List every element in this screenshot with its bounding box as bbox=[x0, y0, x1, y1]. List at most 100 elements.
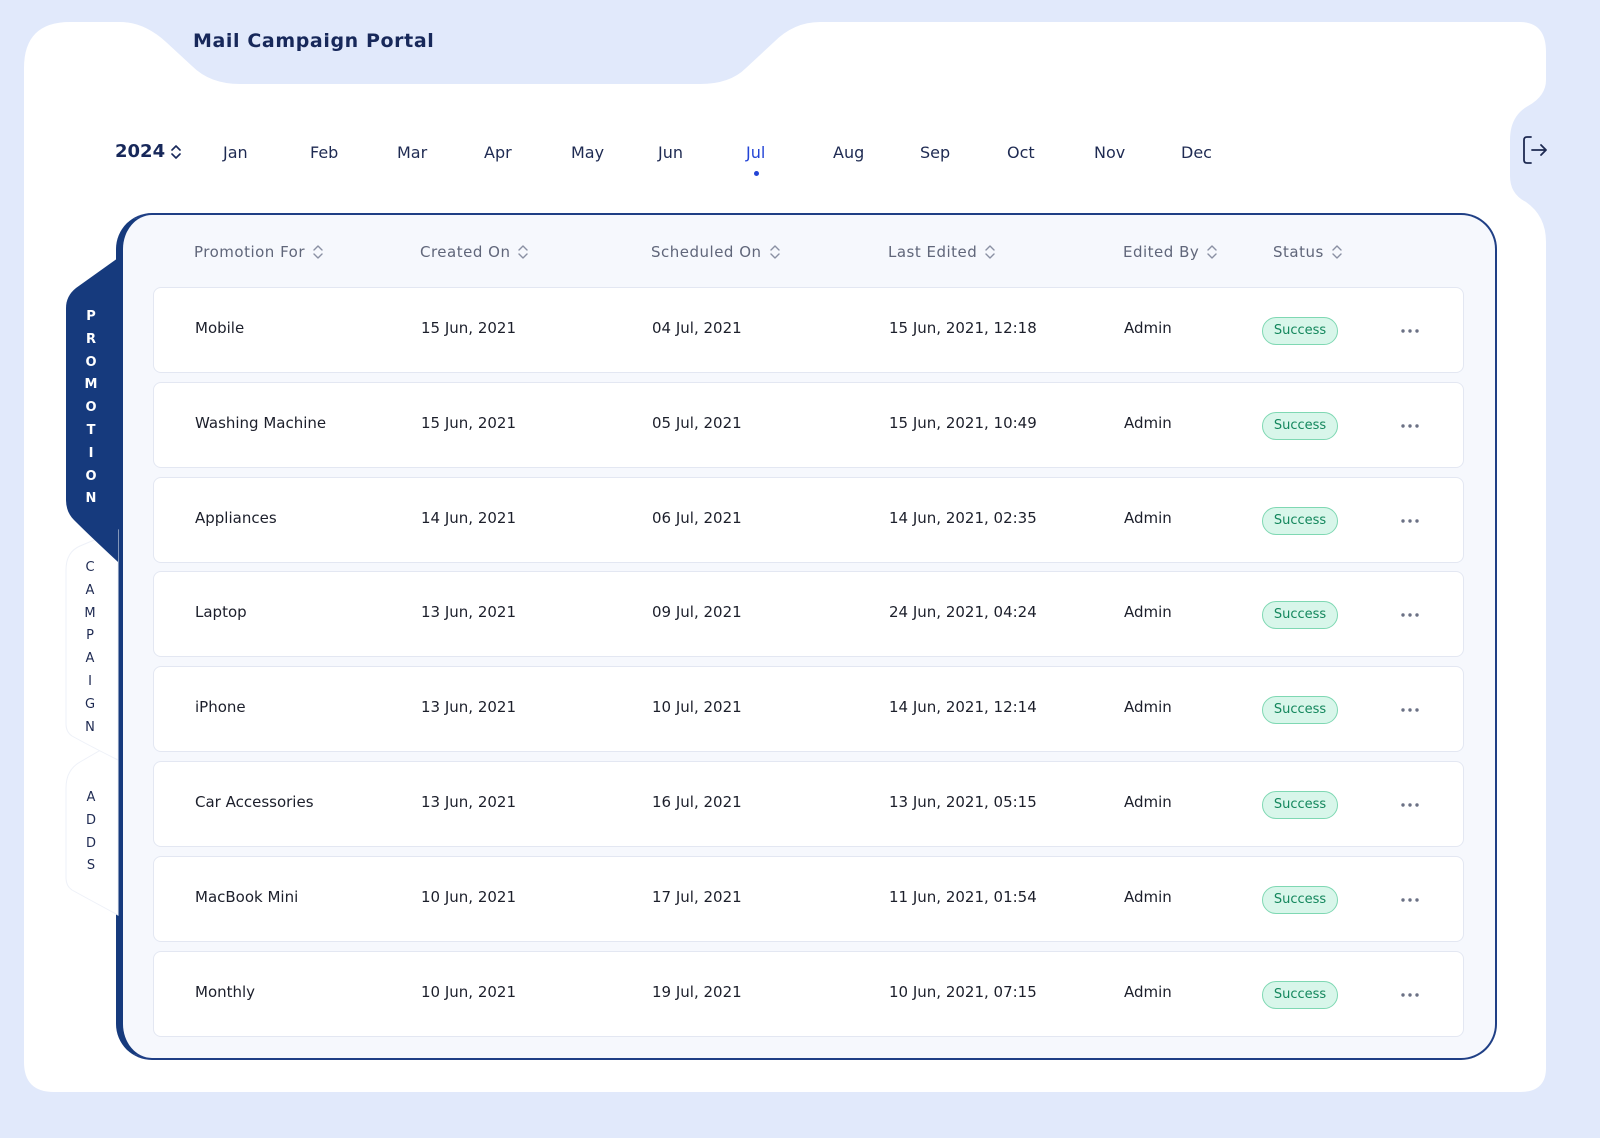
cell-edited-by: Admin bbox=[1124, 982, 1172, 1001]
cell-edited-by: Admin bbox=[1124, 508, 1172, 527]
cell-scheduled-on: 19 Jul, 2021 bbox=[652, 982, 742, 1001]
table-row[interactable]: Monthly 10 Jun, 2021 19 Jul, 2021 10 Jun, 2… bbox=[153, 950, 1464, 1037]
month-may[interactable]: May bbox=[571, 143, 604, 162]
row-actions-button[interactable] bbox=[1392, 696, 1428, 724]
tab-letter: O bbox=[85, 400, 97, 416]
more-horizontal-icon bbox=[1401, 424, 1419, 428]
tab-letter: I bbox=[88, 445, 94, 461]
tab-letter: M bbox=[84, 377, 98, 393]
cell-scheduled-on: 09 Jul, 2021 bbox=[652, 603, 742, 622]
cell-created-on: 14 Jun, 2021 bbox=[421, 508, 517, 527]
sort-icon bbox=[985, 245, 996, 259]
row-actions-button[interactable] bbox=[1392, 601, 1428, 629]
column-header-label: Created On bbox=[420, 243, 511, 261]
tab-letter: S bbox=[86, 858, 96, 874]
more-horizontal-icon bbox=[1401, 898, 1419, 902]
tab-letter: O bbox=[85, 354, 97, 370]
month-label: Jun bbox=[658, 143, 683, 162]
month-label: Feb bbox=[310, 143, 339, 162]
month-feb[interactable]: Feb bbox=[310, 143, 338, 162]
table-row[interactable]: Laptop 13 Jun, 2021 09 Jul, 2021 24 Jun, 20… bbox=[153, 571, 1464, 658]
cell-edited-by: Admin bbox=[1124, 603, 1172, 622]
status-badge: Success bbox=[1262, 885, 1338, 914]
row-actions-button[interactable] bbox=[1392, 981, 1428, 1009]
column-header-label: Promotion For bbox=[194, 243, 306, 261]
column-header-label: Status bbox=[1273, 243, 1324, 261]
month-jan[interactable]: Jan bbox=[223, 143, 248, 162]
column-header-label: Scheduled On bbox=[651, 243, 762, 261]
column-header-last-edited[interactable]: Last Edited bbox=[888, 243, 996, 261]
cell-edited-by: Admin bbox=[1124, 793, 1172, 811]
column-header-scheduled-on[interactable]: Scheduled On bbox=[651, 243, 780, 261]
cell-last-edited: 11 Jun, 2021, 01:54 bbox=[889, 887, 1037, 906]
month-mar[interactable]: Mar bbox=[397, 143, 427, 162]
table-row[interactable]: iPhone 13 Jun, 2021 10 Jul, 2021 14 Jun, 20… bbox=[153, 666, 1464, 753]
table-row[interactable]: Appliances 14 Jun, 2021 06 Jul, 2021 14 Jun… bbox=[153, 476, 1464, 563]
cell-last-edited: 14 Jun, 2021, 02:35 bbox=[889, 508, 1037, 527]
more-horizontal-icon bbox=[1401, 518, 1419, 523]
row-actions-button[interactable] bbox=[1392, 412, 1428, 440]
month-label: Aug bbox=[833, 143, 865, 162]
cell-promotion-for: MacBook Mini bbox=[195, 887, 299, 906]
status-badge: Success bbox=[1262, 506, 1338, 535]
month-label: Oct bbox=[1007, 143, 1035, 162]
tab-letter: D bbox=[85, 812, 96, 828]
month-jun[interactable]: Jun bbox=[658, 143, 683, 162]
table-row[interactable]: Car Accessories 13 Jun, 2021 16 Jul, 2021 1… bbox=[153, 761, 1464, 847]
cell-created-on: 13 Jun, 2021 bbox=[421, 698, 517, 717]
row-actions-button[interactable] bbox=[1392, 317, 1428, 345]
table-row[interactable]: MacBook Mini 10 Jun, 2021 17 Jul, 2021 11 J… bbox=[153, 855, 1464, 942]
status-badge: Success bbox=[1262, 980, 1338, 1009]
table-row[interactable]: Mobile 15 Jun, 2021 04 Jul, 2021 15 Jun, 20… bbox=[153, 287, 1464, 373]
active-month-indicator bbox=[753, 171, 759, 176]
row-actions-button[interactable] bbox=[1392, 886, 1428, 914]
tab-letter: A bbox=[85, 651, 95, 667]
tab-letter: C bbox=[85, 560, 95, 575]
column-header-promotion-for[interactable]: Promotion For bbox=[194, 243, 323, 261]
month-jul[interactable]: Jul bbox=[746, 143, 766, 176]
cell-created-on: 15 Jun, 2021 bbox=[421, 319, 517, 337]
more-horizontal-icon bbox=[1401, 992, 1419, 997]
cell-promotion-for: Laptop bbox=[195, 603, 247, 622]
table-row[interactable]: Washing Machine 15 Jun, 2021 05 Jul, 2021 1… bbox=[153, 381, 1464, 468]
tab-letter: D bbox=[85, 835, 96, 851]
cell-scheduled-on: 17 Jul, 2021 bbox=[652, 887, 742, 906]
tab-letter: G bbox=[84, 696, 96, 712]
cell-last-edited: 15 Jun, 2021, 10:49 bbox=[889, 413, 1037, 432]
column-header-status[interactable]: Status bbox=[1273, 243, 1342, 261]
year-select[interactable]: 2024 bbox=[115, 141, 181, 162]
month-label: Jul bbox=[746, 143, 766, 162]
row-actions-button[interactable] bbox=[1392, 791, 1428, 819]
month-sep[interactable]: Sep bbox=[920, 143, 950, 162]
column-header-edited-by[interactable]: Edited By bbox=[1123, 243, 1217, 261]
cell-edited-by: Admin bbox=[1124, 887, 1172, 906]
cell-scheduled-on: 06 Jul, 2021 bbox=[652, 508, 742, 527]
status-badge: Success bbox=[1262, 317, 1338, 345]
month-label: Dec bbox=[1181, 143, 1212, 162]
status-badge: Success bbox=[1262, 601, 1338, 630]
logout-button[interactable] bbox=[1520, 130, 1550, 170]
tab-letter: R bbox=[85, 331, 96, 347]
sort-icon bbox=[171, 144, 181, 159]
tab-letter: T bbox=[86, 422, 96, 438]
column-header-created-on[interactable]: Created On bbox=[420, 243, 529, 261]
status-badge: Success bbox=[1262, 696, 1338, 725]
cell-last-edited: 10 Jun, 2021, 07:15 bbox=[889, 982, 1037, 1001]
cell-edited-by: Admin bbox=[1124, 413, 1172, 432]
month-label: Sep bbox=[920, 143, 951, 162]
month-label: Nov bbox=[1094, 143, 1126, 162]
cell-created-on: 13 Jun, 2021 bbox=[421, 603, 517, 622]
more-horizontal-icon bbox=[1401, 708, 1419, 712]
column-header-label: Last Edited bbox=[888, 243, 978, 261]
cell-scheduled-on: 04 Jul, 2021 bbox=[652, 319, 742, 337]
row-actions-button[interactable] bbox=[1392, 507, 1428, 535]
table-header: Promotion For Created On Scheduled On Last … bbox=[0, 243, 1400, 263]
sort-icon bbox=[1332, 245, 1342, 259]
tab-letter: A bbox=[85, 582, 95, 598]
month-dec[interactable]: Dec bbox=[1181, 143, 1212, 162]
month-aug[interactable]: Aug bbox=[833, 143, 864, 162]
month-nov[interactable]: Nov bbox=[1094, 143, 1125, 162]
month-apr[interactable]: Apr bbox=[484, 143, 512, 162]
month-oct[interactable]: Oct bbox=[1007, 143, 1035, 162]
cell-promotion-for: Car Accessories bbox=[195, 793, 314, 811]
